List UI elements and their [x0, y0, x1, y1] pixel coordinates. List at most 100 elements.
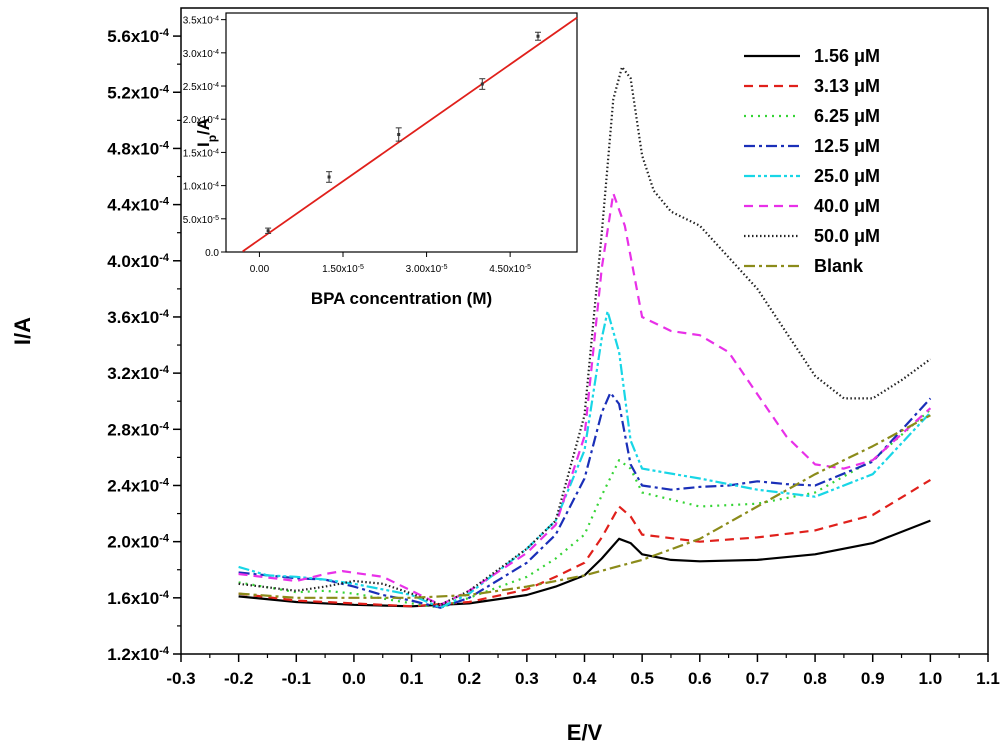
- y-tick-label-mantissa: 2.4x10: [107, 476, 159, 495]
- inset-y-tick-label: 2.0x10-4: [183, 115, 219, 127]
- inset-point-1: [266, 229, 270, 233]
- y-tick-label-mantissa: 1.6x10: [107, 589, 159, 608]
- inset-y-tick-label: 2.5x10-4: [183, 82, 219, 94]
- series-line-6: [238, 192, 932, 606]
- inset-point-4: [480, 82, 484, 86]
- inset-y-axis-label: Ip/A: [194, 118, 219, 147]
- inset-plot-frame: [225, 12, 578, 253]
- inset-y-tick-label: 3.0x10-4: [183, 48, 219, 60]
- x-tick-label: -0.1: [282, 669, 311, 688]
- inset-x-tick-label-mantissa: 3.00x10: [406, 264, 442, 275]
- inset-y-label-rest: /A: [194, 118, 213, 135]
- y-tick-label-mantissa: 5.2x10: [107, 83, 159, 102]
- x-tick-label: 0.9: [861, 669, 885, 688]
- y-tick-label: 4.0x10-4: [107, 252, 170, 271]
- inset-x-tick-label: 3.00x10-5: [406, 264, 448, 276]
- y-tick-label-exponent: -4: [159, 139, 170, 151]
- inset-x-tick-label-exponent: -5: [441, 264, 447, 271]
- y-tick-label-mantissa: 4.8x10: [107, 139, 159, 158]
- x-tick-label: 0.2: [457, 669, 481, 688]
- y-tick-label-exponent: -4: [159, 196, 170, 208]
- inset-data-group: [242, 16, 578, 253]
- y-tick-label-exponent: -4: [159, 27, 170, 39]
- x-tick-label: 0.0: [342, 669, 366, 688]
- y-tick-label-mantissa: 2.0x10: [107, 533, 159, 552]
- x-tick-label: 0.5: [630, 669, 654, 688]
- y-tick-label-mantissa: 2.8x10: [107, 420, 159, 439]
- y-tick-label-exponent: -4: [159, 252, 170, 264]
- inset-x-tick-label-mantissa: 4.50x10: [489, 264, 525, 275]
- y-tick-label-mantissa: 4.4x10: [107, 196, 159, 215]
- x-tick-label: 1.1: [976, 669, 1000, 688]
- inset-y-tick-label-mantissa: 2.0x10: [183, 115, 213, 126]
- inset-y-axis: 0.05.0x10-51.0x10-41.5x10-42.0x10-42.5x1…: [183, 15, 226, 259]
- x-tick-label: -0.3: [166, 669, 195, 688]
- legend-label-5: 25.0 μM: [814, 166, 880, 186]
- inset-y-tick-label-exponent: -4: [213, 148, 219, 155]
- y-tick-label-exponent: -4: [159, 645, 170, 657]
- x-tick-label: 0.7: [746, 669, 770, 688]
- y-tick-label: 2.8x10-4: [107, 420, 170, 439]
- inset-y-tick-label-mantissa: 2.5x10: [183, 82, 213, 93]
- main-plot: -0.3 -0.2 -0.1 0.0 0.1 0.2 0.3 0.4 0.5 0.6 0.7 0.8 0…: [10, 7, 1000, 745]
- series-line-8: [238, 414, 931, 599]
- legend-label-3: 6.25 μM: [814, 106, 880, 126]
- main-series-group: [238, 65, 932, 609]
- inset-y-tick-label-mantissa: 5.0x10: [183, 215, 213, 226]
- inset-y-tick-label: 0.0: [205, 248, 219, 259]
- y-tick-label: 2.0x10-4: [107, 533, 170, 552]
- inset-plot: 0.00 1.50x10-5 3.00x10-5 4.50x10-5 0.05.0x1…: [183, 12, 578, 308]
- inset-y-tick-label-exponent: -4: [213, 48, 219, 55]
- inset-point-3: [397, 132, 401, 136]
- x-tick-label: 0.8: [803, 669, 827, 688]
- y-tick-label: 5.6x10-4: [107, 27, 170, 46]
- inset-y-tick-label-exponent: -4: [213, 115, 219, 122]
- inset-y-tick-label: 1.0x10-4: [183, 181, 219, 193]
- inset-fit-line: [242, 16, 578, 253]
- y-tick-label-mantissa: 4.0x10: [107, 252, 159, 271]
- y-tick-label-exponent: -4: [159, 83, 170, 95]
- main-y-axis: 1.2x10-41.6x10-42.0x10-42.4x10-42.8x10-4…: [107, 27, 181, 664]
- inset-x-tick-label: 0.00: [250, 264, 270, 275]
- y-tick-label-exponent: -4: [159, 308, 170, 320]
- inset-background: [226, 13, 577, 252]
- y-tick-label-exponent: -4: [159, 476, 170, 488]
- series-line-2: [238, 478, 931, 608]
- inset-point-5: [536, 34, 540, 38]
- inset-y-tick-label: 5.0x10-5: [183, 214, 219, 226]
- y-tick-label-exponent: -4: [159, 420, 170, 432]
- inset-x-tick-label-exponent: -5: [358, 264, 364, 271]
- series-line-4: [238, 391, 932, 609]
- inset-y-label-sub: p: [205, 135, 219, 142]
- series-line-7: [238, 65, 932, 606]
- inset-point-2: [327, 175, 331, 179]
- y-tick-label: 3.6x10-4: [107, 308, 170, 327]
- legend-label-2: 3.13 μM: [814, 76, 880, 96]
- legend-label-7: 50.0 μM: [814, 226, 880, 246]
- y-tick-label-mantissa: 1.2x10: [107, 645, 159, 664]
- y-axis-label: I/A: [10, 317, 35, 345]
- x-tick-label: 0.4: [573, 669, 597, 688]
- x-axis-label: E/V: [567, 720, 603, 745]
- y-tick-label: 4.4x10-4: [107, 196, 170, 215]
- x-tick-label: -0.2: [224, 669, 253, 688]
- inset-x-axis-label: BPA concentration (M): [311, 289, 492, 308]
- y-tick-label: 1.6x10-4: [107, 589, 170, 608]
- y-tick-label-exponent: -4: [159, 533, 170, 545]
- y-tick-label-mantissa: 5.6x10: [107, 27, 159, 46]
- legend-label-6: 40.0 μM: [814, 196, 880, 216]
- inset-y-tick-label: 1.5x10-4: [183, 148, 219, 160]
- inset-x-tick-label: 4.50x10-5: [489, 264, 531, 276]
- inset-x-tick-label-exponent: -5: [525, 264, 531, 271]
- inset-y-label-main: I: [194, 142, 213, 147]
- inset-y-tick-label-mantissa: 1.0x10: [183, 182, 213, 193]
- inset-y-tick-label-exponent: -5: [213, 214, 219, 221]
- x-tick-label: 0.3: [515, 669, 539, 688]
- inset-y-tick-label-mantissa: 1.5x10: [183, 148, 213, 159]
- y-tick-label: 1.2x10-4: [107, 645, 170, 664]
- inset-y-tick-label-exponent: -4: [213, 82, 219, 89]
- y-tick-label: 3.2x10-4: [107, 364, 170, 383]
- series-line-1: [238, 519, 931, 608]
- inset-y-tick-label-mantissa: 0.0: [205, 248, 219, 259]
